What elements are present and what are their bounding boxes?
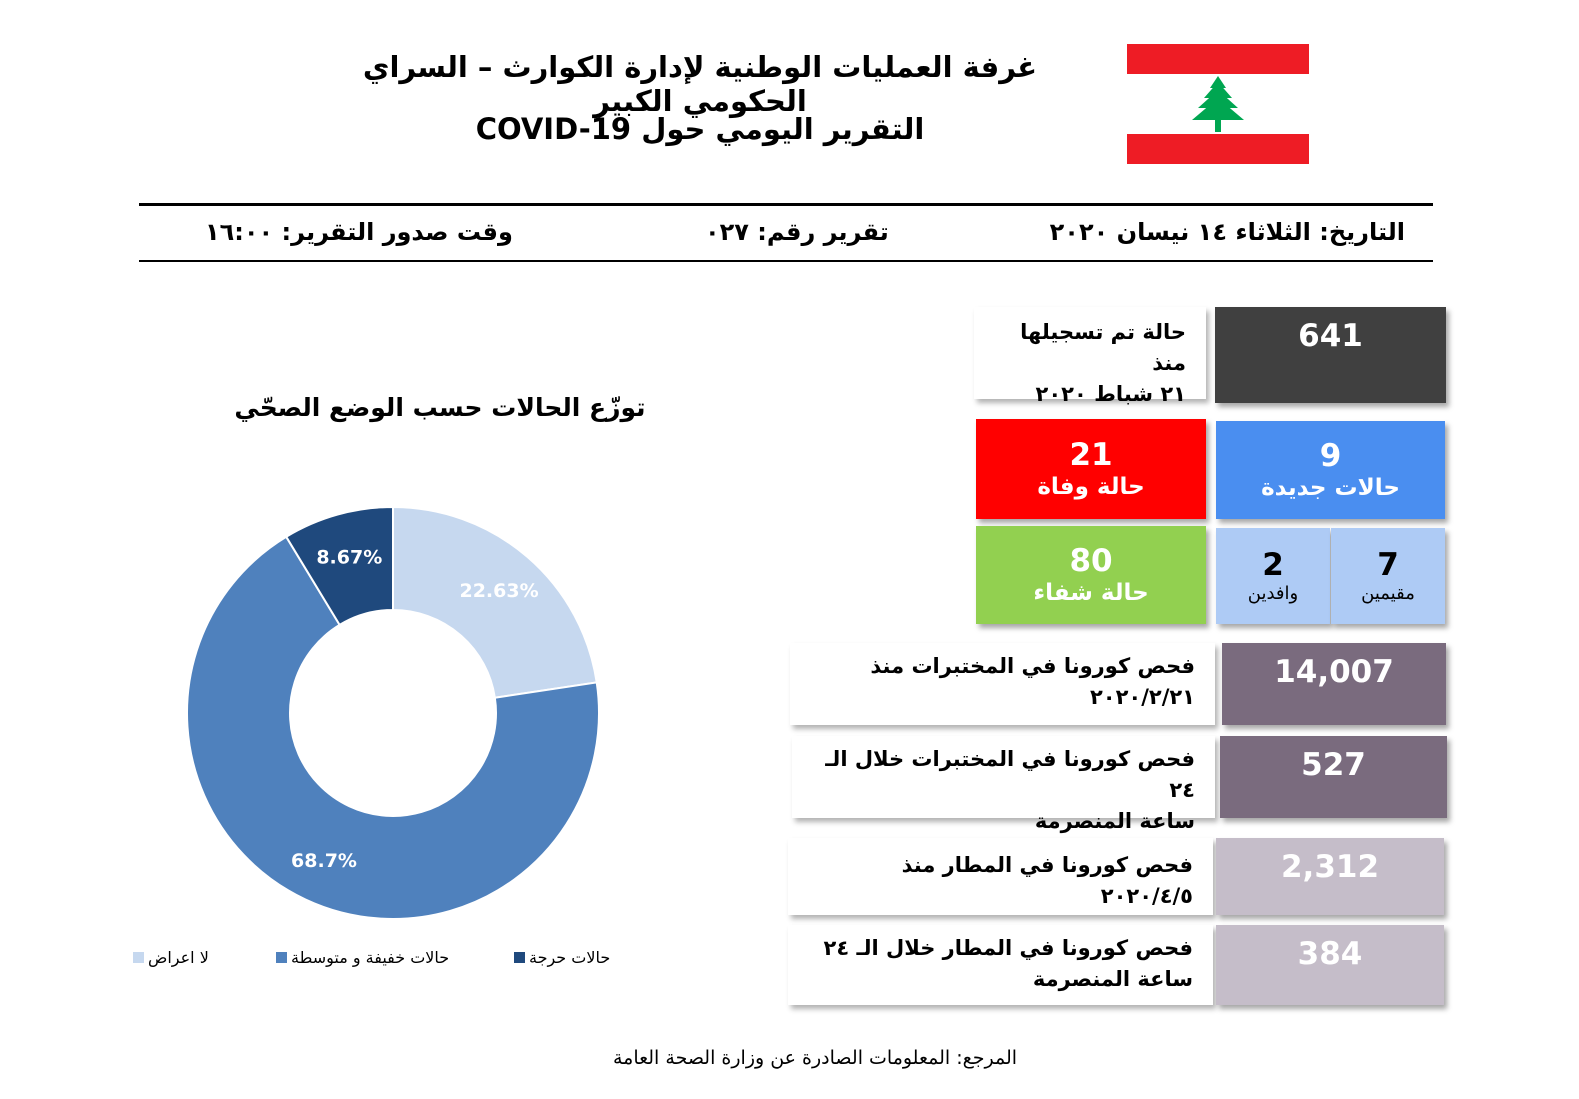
donut-slice <box>392 505 598 699</box>
top-divider <box>139 203 1433 206</box>
airport-tests-24h-label: فحص كورونا في المطار خلال الـ ٢٤ ساعة ال… <box>788 925 1213 1005</box>
donut-chart: 22.63% 68.7% 8.67% <box>186 505 600 920</box>
source-note: المرجع: المعلومات الصادرة عن وزارة الصحة… <box>612 1047 1018 1069</box>
total-label-line2: ٢١ شباط ٢٠٢٠ <box>1035 382 1186 406</box>
legend-asymptomatic: لا اعراض <box>133 948 209 967</box>
slice-data-label: 68.7% <box>291 850 357 872</box>
total-cases-card: 641 <box>1215 307 1446 403</box>
lab-24h-line1: فحص كورونا في المختبرات خلال الـ ٢٤ <box>825 747 1195 802</box>
arrivals-label: وافدين <box>1247 583 1299 605</box>
report-time: وقت صدور التقرير: ١٦:٠٠ <box>205 218 513 246</box>
lab-tests-total-value: 14,007 <box>1274 654 1394 690</box>
total-cases-value: 641 <box>1298 318 1363 354</box>
airport-tests-24h-card: 384 <box>1216 925 1444 1005</box>
airport-total-line1: فحص كورونا في المطار منذ ٢٠٢٠/٤/٥ <box>901 853 1193 908</box>
lab-24h-line2: ساعة المنصرمة <box>1034 809 1195 833</box>
lab-tests-total-card: 14,007 <box>1222 643 1446 725</box>
airport-tests-total-card: 2,312 <box>1216 838 1444 915</box>
lab-tests-total-label: فحص كورونا في المختبرات منذ ٢٠٢٠/٢/٢١ <box>790 643 1215 725</box>
airport-tests-total-value: 2,312 <box>1280 849 1380 885</box>
legend-label: لا اعراض <box>148 948 209 967</box>
donut-slice <box>186 535 600 920</box>
residents-label: مقيمين <box>1361 583 1415 605</box>
report-title: غرفة العمليات الوطنية لإدارة الكوارث – ا… <box>362 50 1038 118</box>
lab-tests-24h-value: 527 <box>1301 747 1366 783</box>
legend-mild: حالات خفيفة و متوسطة <box>276 948 449 967</box>
legend-swatch <box>133 952 144 963</box>
recovered-card: 80 حالة شفاء <box>976 526 1206 624</box>
report-date: التاريخ: الثلاثاء ١٤ نيسان ٢٠٢٠ <box>1049 218 1405 246</box>
lab-total-line2: ٢٠٢٠/٢/٢١ <box>1089 685 1195 709</box>
slice-data-label: 22.63% <box>459 580 538 602</box>
lab-tests-24h-label: فحص كورونا في المختبرات خلال الـ ٢٤ ساعة… <box>792 736 1215 833</box>
legend-swatch <box>514 952 525 963</box>
lab-total-line1: فحص كورونا في المختبرات منذ <box>870 654 1195 678</box>
deaths-label: حالة وفاة <box>1037 473 1145 500</box>
new-cases-card: 9 حالات جديدة <box>1216 421 1445 519</box>
airport-24h-line1: فحص كورونا في المطار خلال الـ ٢٤ <box>823 936 1194 960</box>
legend-swatch <box>276 952 287 963</box>
arrivals-value: 2 <box>1262 546 1284 583</box>
legend-critical: حالات حرجة <box>514 948 610 967</box>
cedar-icon <box>1192 76 1244 132</box>
residents-value: 7 <box>1377 546 1399 583</box>
airport-24h-line2: ساعة المنصرمة <box>1032 967 1193 991</box>
new-cases-label: حالات جديدة <box>1261 474 1400 501</box>
recovered-label: حالة شفاء <box>1033 579 1149 606</box>
lebanon-flag <box>1127 44 1309 164</box>
report-number: تقرير رقم: ٠٢٧ <box>705 218 889 246</box>
deaths-card: 21 حالة وفاة <box>976 419 1206 519</box>
recovered-value: 80 <box>1069 543 1113 580</box>
arrivals-card: 2 وافدين <box>1216 528 1330 624</box>
legend-label: حالات خفيفة و متوسطة <box>291 948 450 967</box>
airport-tests-total-label: فحص كورونا في المطار منذ ٢٠٢٠/٤/٥ <box>788 838 1213 915</box>
new-cases-value: 9 <box>1319 438 1342 475</box>
residents-card: 7 مقيمين <box>1331 528 1445 624</box>
bottom-divider <box>139 260 1433 262</box>
donut-slice <box>284 505 394 627</box>
airport-tests-24h-value: 384 <box>1297 936 1363 972</box>
total-cases-label: حالة تم تسجيلها منذ ٢١ شباط ٢٠٢٠ <box>974 307 1206 406</box>
chart-title: توزّع الحالات حسب الوضع الصحّي <box>234 393 646 422</box>
report-subtitle: التقرير اليومي حول COVID-19 <box>475 112 925 146</box>
slice-data-label: 8.67% <box>316 546 382 568</box>
total-label-line1: حالة تم تسجيلها منذ <box>1020 320 1186 375</box>
lab-tests-24h-card: 527 <box>1220 736 1447 818</box>
deaths-value: 21 <box>1069 437 1113 474</box>
legend-label: حالات حرجة <box>529 948 611 967</box>
